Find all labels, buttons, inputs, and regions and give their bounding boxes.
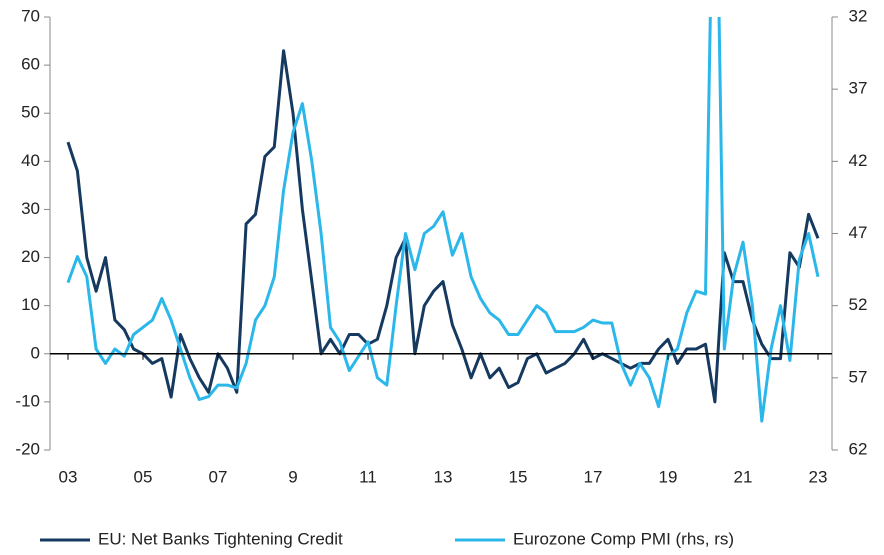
x-tick-label: 15 bbox=[509, 467, 528, 486]
y2-tick-label: 42 bbox=[849, 151, 868, 170]
x-tick-label: 11 bbox=[359, 467, 377, 486]
x-tick-label: 07 bbox=[209, 467, 228, 486]
legend-label: EU: Net Banks Tightening Credit bbox=[98, 529, 343, 548]
y-tick-label: -10 bbox=[15, 391, 40, 410]
x-tick-label: 17 bbox=[584, 467, 603, 486]
legend-label: Eurozone Comp PMI (rhs, rs) bbox=[513, 529, 734, 548]
x-tick-label: 03 bbox=[59, 467, 78, 486]
x-tick-label: 9 bbox=[288, 467, 297, 486]
y-tick-label: 30 bbox=[21, 199, 40, 218]
x-tick-label: 19 bbox=[659, 467, 678, 486]
x-tick-label: 23 bbox=[809, 467, 828, 486]
plot-area bbox=[66, 17, 820, 423]
y2-tick-label: 32 bbox=[849, 6, 868, 25]
y-tick-label: -20 bbox=[15, 439, 40, 458]
series-line bbox=[66, 49, 820, 404]
y-tick-label: 0 bbox=[31, 343, 40, 362]
y-tick-label: 40 bbox=[21, 151, 40, 170]
y-tick-label: 50 bbox=[21, 103, 40, 122]
x-tick-label: 13 bbox=[434, 467, 453, 486]
y-tick-label: 20 bbox=[21, 247, 40, 266]
y2-tick-label: 47 bbox=[849, 223, 868, 242]
series-line bbox=[66, 17, 820, 423]
x-tick-label: 21 bbox=[734, 467, 753, 486]
y2-tick-label: 37 bbox=[849, 79, 868, 98]
y-tick-label: 60 bbox=[21, 55, 40, 74]
y2-tick-label: 62 bbox=[849, 439, 868, 458]
y2-tick-label: 57 bbox=[849, 367, 868, 386]
y-tick-label: 70 bbox=[21, 6, 40, 25]
y-tick-label: 10 bbox=[21, 295, 40, 314]
y2-tick-label: 52 bbox=[849, 295, 868, 314]
x-tick-label: 05 bbox=[134, 467, 153, 486]
